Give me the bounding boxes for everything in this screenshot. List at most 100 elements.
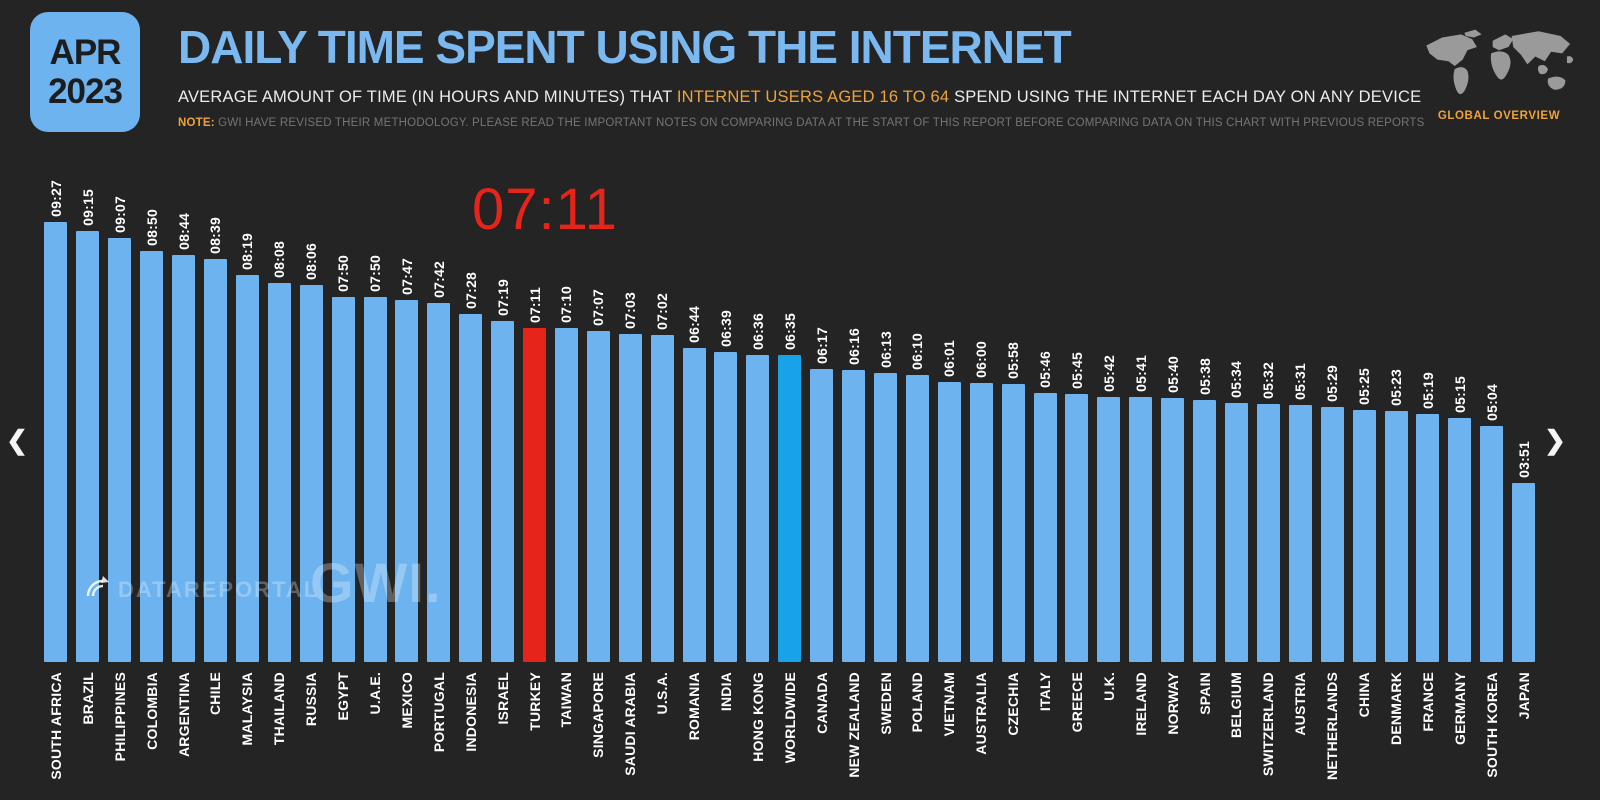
bar-zone: 05:25	[1352, 160, 1376, 662]
bar-column: 07:11 TURKEY	[519, 160, 551, 800]
bar-zone: 07:47	[395, 160, 419, 662]
bar-zone: 07:19	[491, 160, 515, 662]
country-zone: INDONESIA	[463, 662, 479, 800]
bar-country-label: ITALY	[1037, 672, 1054, 712]
bar-country-label: VIETNAM	[941, 672, 958, 737]
bar-zone: 07:03	[618, 160, 642, 662]
bar	[714, 352, 738, 662]
bar-country-label: MEXICO	[398, 672, 415, 729]
bar-country-label: TAIWAN	[558, 672, 575, 728]
bar-zone: 07:42	[427, 160, 451, 662]
country-zone: FRANCE	[1420, 662, 1436, 800]
bar-zone: 05:29	[1320, 160, 1344, 662]
bar-value-label: 07:03	[622, 292, 639, 329]
bar	[1256, 404, 1280, 662]
bar-country-label: ARGENTINA	[175, 672, 192, 758]
bar	[1129, 397, 1153, 662]
bar-country-label: CZECHIA	[1005, 672, 1022, 736]
bar-column: 05:34 BELGIUM	[1221, 160, 1253, 800]
country-zone: EGYPT	[335, 662, 351, 800]
country-zone: SAUDI ARABIA	[622, 662, 638, 800]
bar-zone: 06:35	[778, 160, 802, 662]
bar-zone: 06:36	[746, 160, 770, 662]
country-zone: COLOMBIA	[144, 662, 160, 800]
bar-value-label: 09:07	[111, 196, 128, 233]
bar-column: 08:39 CHILE	[200, 160, 232, 800]
bar	[1480, 426, 1504, 662]
bar	[842, 370, 866, 662]
bar	[746, 355, 770, 662]
bar-value-label: 08:39	[207, 217, 224, 254]
bar	[1320, 407, 1344, 662]
bar-value-label: 05:41	[1132, 355, 1149, 392]
bar-zone: 08:44	[172, 160, 196, 662]
bar-column: 09:15 BRAZIL	[72, 160, 104, 800]
country-zone: AUSTRALIA	[973, 662, 989, 800]
bar-country-label: IRELAND	[1132, 672, 1149, 736]
bar-column: 05:32 SWITZERLAND	[1252, 160, 1284, 800]
country-zone: TURKEY	[527, 662, 543, 800]
country-zone: THAILAND	[271, 662, 287, 800]
bar-value-label: 07:28	[462, 272, 479, 309]
bar	[682, 348, 706, 662]
bar	[874, 373, 898, 662]
bar-column: 05:45 GREECE	[1061, 160, 1093, 800]
bar	[1097, 397, 1121, 662]
page-title: DAILY TIME SPENT USING THE INTERNET	[178, 21, 1072, 73]
bar-value-label: 06:16	[845, 328, 862, 365]
bar-column: 07:07 SINGAPORE	[582, 160, 614, 800]
bar-column: 05:40 NORWAY	[1157, 160, 1189, 800]
next-arrow-icon[interactable]: ❯	[1544, 424, 1566, 455]
bar-zone: 09:07	[108, 160, 132, 662]
bar-country-label: AUSTRALIA	[973, 672, 990, 755]
bar-value-label: 06:36	[749, 313, 766, 350]
bar	[1288, 405, 1312, 662]
bar-zone: 05:46	[1033, 160, 1057, 662]
bar-value-label: 06:35	[781, 313, 798, 350]
bar-country-label: POLAND	[909, 672, 926, 733]
bar-column: 07:50 EGYPT	[327, 160, 359, 800]
country-zone: TAIWAN	[558, 662, 574, 800]
bar-column: 06:39 INDIA	[710, 160, 742, 800]
country-zone: U.K.	[1101, 662, 1117, 800]
bar-country-label: BRAZIL	[79, 672, 96, 725]
bar-value-label: 05:46	[1037, 351, 1054, 388]
bar-zone: 07:02	[650, 160, 674, 662]
country-zone: SPAIN	[1197, 662, 1213, 800]
bar	[778, 355, 802, 662]
bar-zone: 06:00	[969, 160, 993, 662]
prev-arrow-icon[interactable]: ❮	[6, 424, 28, 455]
bar-value-label: 07:42	[430, 261, 447, 298]
bar-column: 07:19 ISRAEL	[487, 160, 519, 800]
country-zone: JAPAN	[1516, 662, 1532, 800]
bar-country-label: FRANCE	[1419, 672, 1436, 732]
bar-country-label: U.K.	[1100, 672, 1117, 701]
bar	[299, 285, 323, 662]
subtitle-suffix: SPEND USING THE INTERNET EACH DAY ON ANY…	[949, 88, 1422, 106]
world-map-icon	[1420, 28, 1578, 104]
bar-column: 09:27 SOUTH AFRICA	[40, 160, 72, 800]
bar-zone: 05:58	[1001, 160, 1025, 662]
bar-value-label: 05:15	[1451, 376, 1468, 413]
bar-country-label: NEW ZEALAND	[845, 672, 862, 778]
bar-zone: 08:06	[299, 160, 323, 662]
bar-value-label: 05:25	[1356, 368, 1373, 405]
bar-value-label: 09:27	[47, 180, 64, 217]
bar	[586, 331, 610, 662]
bar-value-label: 08:19	[239, 233, 256, 270]
bar-value-label: 08:08	[271, 241, 288, 278]
bar-column: 05:46 ITALY	[1029, 160, 1061, 800]
bar-country-label: SAUDI ARABIA	[622, 672, 639, 776]
bar	[1384, 411, 1408, 662]
bar-zone: 05:38	[1193, 160, 1217, 662]
bar-zone: 05:42	[1097, 160, 1121, 662]
bar-column: 05:15 GERMANY	[1444, 160, 1476, 800]
bar-column: 07:02 U.S.A.	[646, 160, 678, 800]
bar	[395, 300, 419, 662]
chart-subtitle: AVERAGE AMOUNT OF TIME (IN HOURS AND MIN…	[178, 88, 1421, 107]
bar	[1033, 393, 1057, 662]
bar-value-label: 07:50	[367, 255, 384, 292]
bar-country-label: WORLDWIDE	[781, 672, 798, 764]
bar-value-label: 05:23	[1388, 369, 1405, 406]
bar-country-label: BELGIUM	[1228, 672, 1245, 738]
